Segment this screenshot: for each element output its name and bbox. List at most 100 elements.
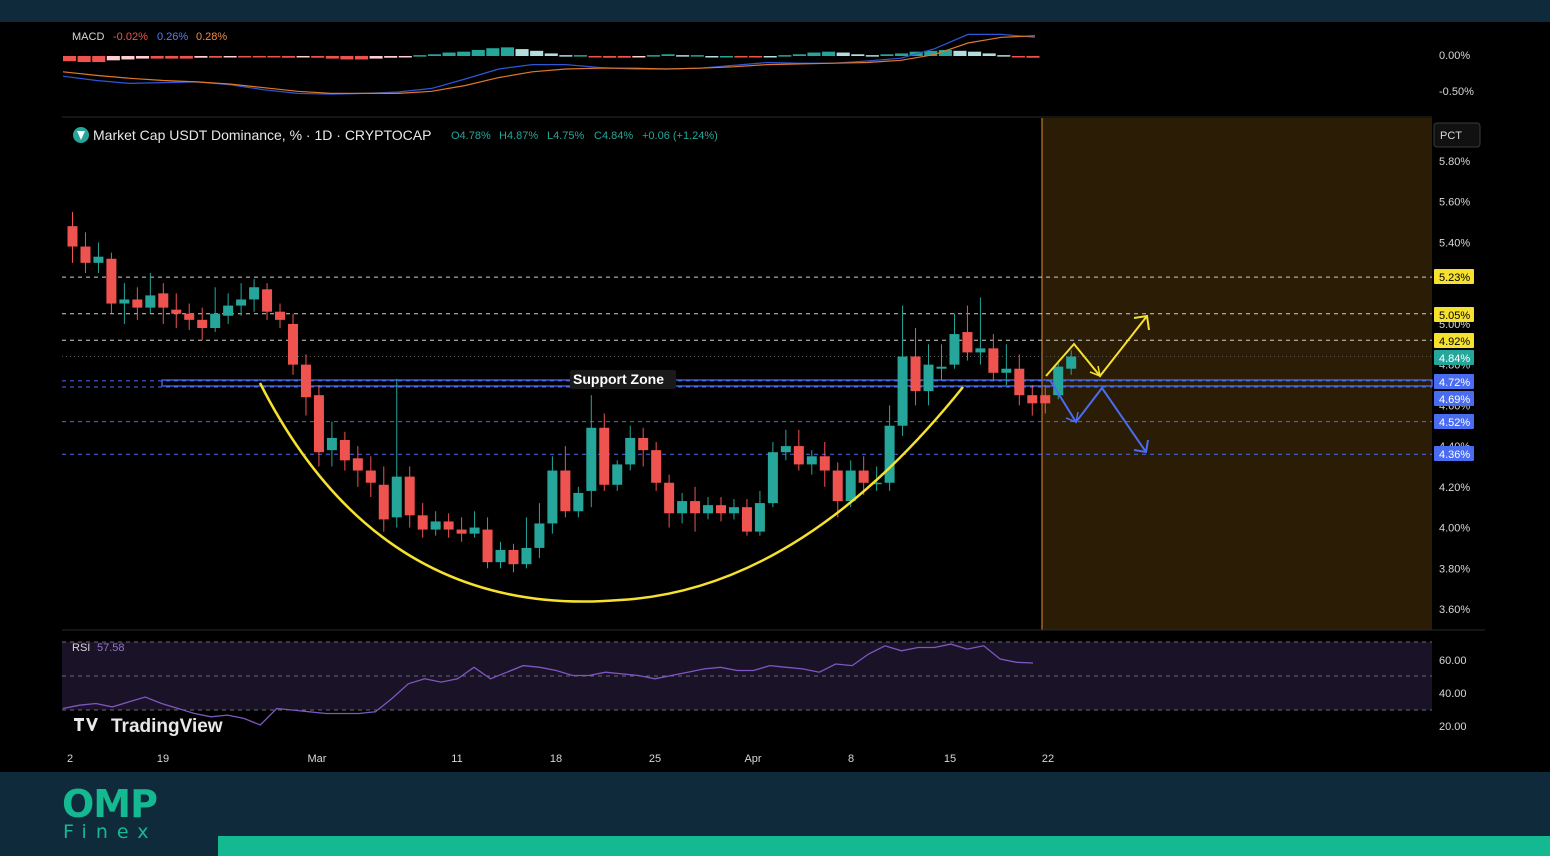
macd-hist-bar xyxy=(646,55,660,57)
macd-hist-bar xyxy=(296,56,310,58)
macd-hist-bar xyxy=(544,53,558,56)
macd-hist-bar xyxy=(559,55,573,57)
bullish-path-line xyxy=(1045,315,1148,378)
time-axis-label: 19 xyxy=(157,753,169,765)
price-tag: 5.23% xyxy=(1434,269,1474,284)
macd-hist-bar xyxy=(676,55,690,57)
macd-hist-bar xyxy=(836,52,850,56)
macd-hist-bar xyxy=(1011,56,1025,58)
candle xyxy=(197,307,208,341)
scale-button-bg[interactable] xyxy=(1433,122,1481,148)
macd-hist-bar xyxy=(223,56,237,58)
macd-hist-bar xyxy=(515,49,529,56)
candle xyxy=(923,344,934,406)
macd-hist-bar xyxy=(734,56,748,58)
candle xyxy=(845,460,856,508)
candle xyxy=(586,395,597,508)
brand-name: OMP xyxy=(62,782,158,826)
macd-histogram xyxy=(63,47,1040,63)
macd-hist-bar xyxy=(77,56,91,63)
candle xyxy=(1066,350,1077,375)
candle xyxy=(728,499,739,520)
candle xyxy=(1001,344,1012,385)
candle xyxy=(262,283,273,320)
candle xyxy=(741,499,752,536)
macd-signal-line xyxy=(62,35,1036,95)
macd-line xyxy=(62,33,1036,95)
candle xyxy=(1040,385,1051,414)
macd-hist-bar xyxy=(924,50,938,56)
bearish-mid-arrowhead-icon xyxy=(1065,411,1079,424)
ohlc-high: H4.87% xyxy=(499,130,538,142)
candle xyxy=(469,511,480,538)
rsi-axis-2: 20.00 xyxy=(1439,721,1467,733)
candle xyxy=(625,425,636,471)
macd-hist-bar xyxy=(968,51,982,56)
macd-hist-bar xyxy=(442,52,456,56)
macd-hist-bar xyxy=(749,56,763,58)
candle xyxy=(612,460,623,491)
candle xyxy=(767,442,778,508)
support-zone-band xyxy=(161,379,1433,387)
svg-text:4.36%: 4.36% xyxy=(1439,449,1470,461)
candle xyxy=(651,442,662,491)
price-tag: 4.72% xyxy=(1434,374,1474,389)
macd-axis-0: 0.00% xyxy=(1439,50,1470,62)
chart-title: Market Cap USDT Dominance, % · 1D · CRYP… xyxy=(93,127,431,143)
candle xyxy=(404,466,415,528)
macd-hist-bar xyxy=(895,53,909,56)
candle xyxy=(638,427,649,467)
scale-button-label[interactable]: PCT xyxy=(1440,130,1462,142)
macd-hist-bar xyxy=(865,55,879,57)
macd-hist-bar xyxy=(194,56,208,58)
candle xyxy=(391,378,402,528)
brand-subtitle: Finex xyxy=(63,821,158,843)
macd-hist-bar xyxy=(530,50,544,56)
candle xyxy=(275,303,286,328)
candle xyxy=(858,456,869,495)
candle xyxy=(158,283,169,324)
candle xyxy=(1027,385,1038,416)
macd-hist-bar xyxy=(603,56,617,58)
bullish-arrowhead-icon xyxy=(1133,314,1150,331)
price-axis-label: 5.80% xyxy=(1439,156,1470,168)
macd-hist-bar xyxy=(938,49,952,56)
price-tag: 4.52% xyxy=(1434,414,1474,429)
scale-button[interactable]: PCT xyxy=(1433,122,1481,148)
svg-text:4.52%: 4.52% xyxy=(1439,417,1470,429)
macd-hist-bar xyxy=(632,56,646,58)
macd-hist-bar xyxy=(208,56,223,58)
price-axis-label: 5.40% xyxy=(1439,237,1470,249)
time-axis-label: Apr xyxy=(744,753,761,765)
candle xyxy=(210,287,221,333)
candle xyxy=(171,293,182,328)
price-tag: 4.84% xyxy=(1434,350,1474,365)
price-tag: 4.36% xyxy=(1434,446,1474,461)
brand-logo: OMP Finex xyxy=(62,784,172,844)
time-axis-label: 25 xyxy=(649,753,661,765)
support-zone-label-bg xyxy=(570,370,676,389)
candle xyxy=(236,283,247,316)
macd-hist-bar xyxy=(792,54,806,56)
candle xyxy=(495,541,506,569)
macd-hist-bar xyxy=(325,56,339,59)
bearish-path-line xyxy=(1049,379,1147,453)
macd-hist-bar xyxy=(238,56,252,58)
rsi-pane: RSI 57.58 60.00 40.00 20.00 TradingView xyxy=(62,641,1467,737)
candle xyxy=(352,446,363,487)
main-pane: Support Zone Market Cap USDT Dominance, … xyxy=(62,118,1481,630)
candle xyxy=(547,456,558,534)
macd-hist-bar xyxy=(150,56,164,59)
candle xyxy=(988,334,999,381)
macd-hist-bar xyxy=(617,56,631,58)
time-axis-label: Mar xyxy=(308,753,327,765)
macd-hist-bar xyxy=(165,56,179,59)
candle xyxy=(560,446,571,518)
tradingview-logo-icon xyxy=(74,718,98,731)
price-tag: 4.92% xyxy=(1434,333,1474,348)
candle xyxy=(521,517,532,569)
macd-hist-bar xyxy=(267,56,281,58)
candle xyxy=(443,513,454,538)
macd-hist-bar xyxy=(121,56,135,60)
time-axis-label: 18 xyxy=(550,753,562,765)
